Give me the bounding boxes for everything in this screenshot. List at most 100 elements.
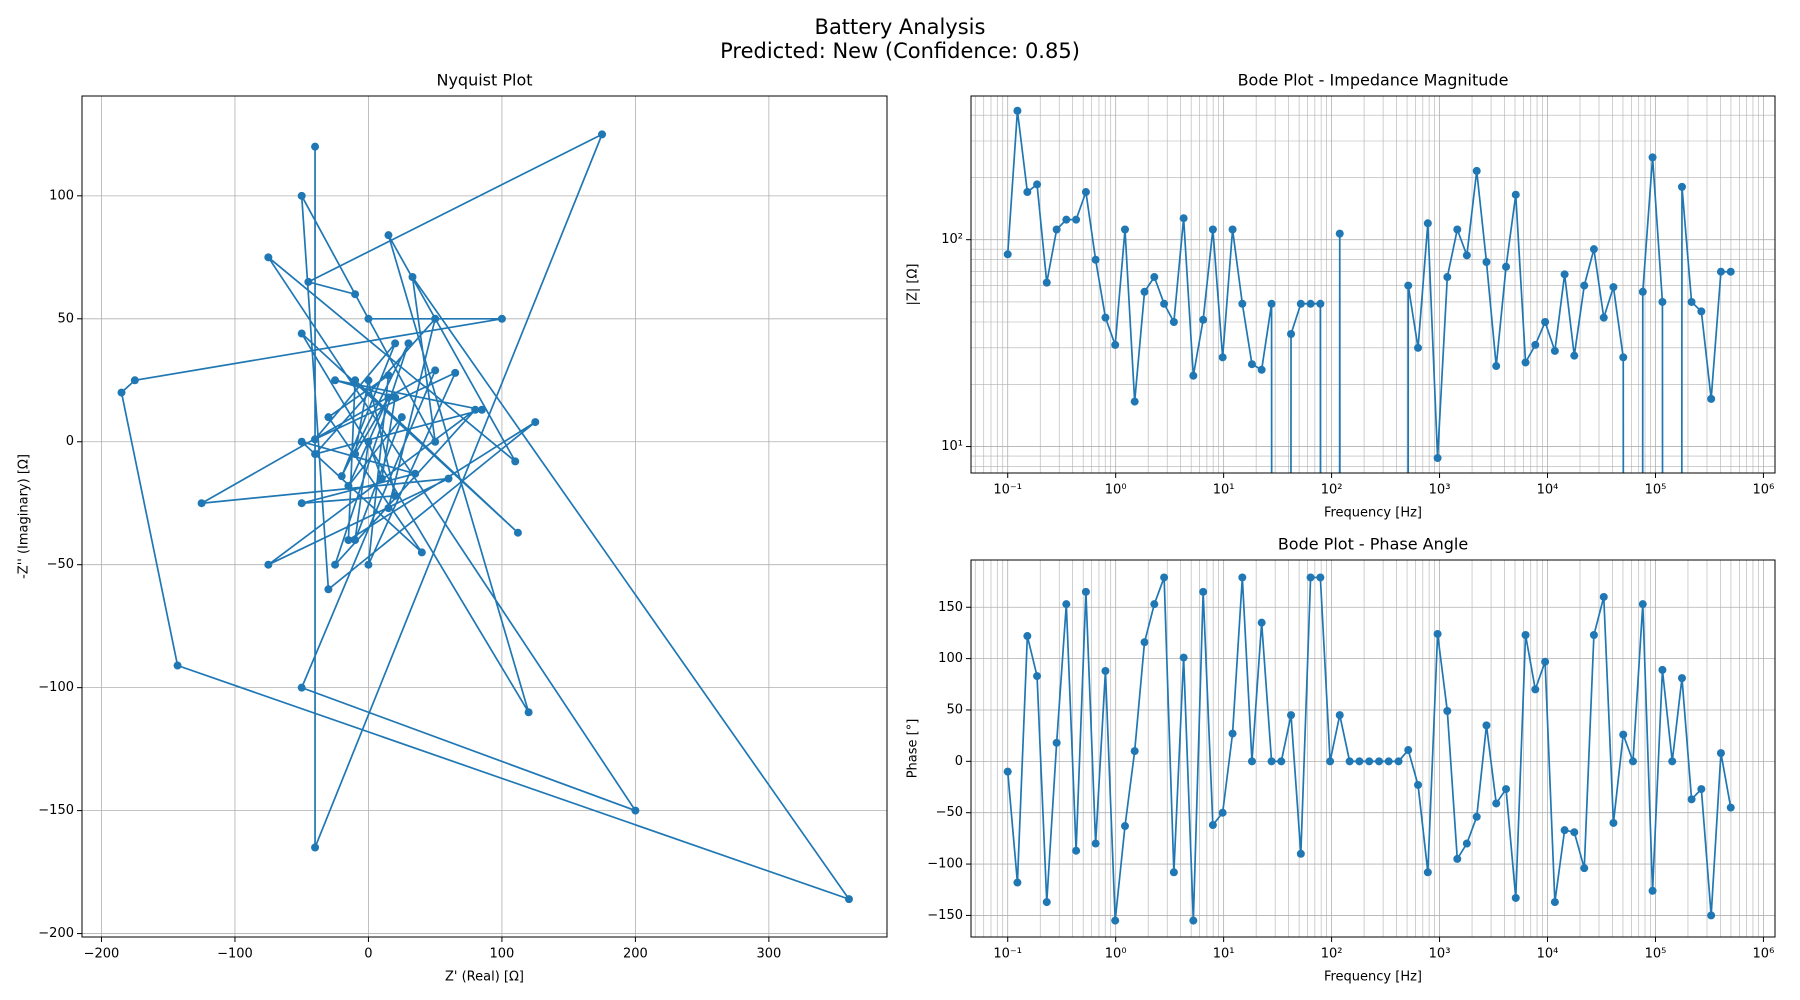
- y-tick-label: 50: [57, 311, 74, 326]
- data-point: [1179, 653, 1188, 662]
- data-point: [1267, 299, 1276, 308]
- data-point: [1414, 343, 1423, 352]
- x-tick-label: 10¹: [1213, 483, 1235, 498]
- data-point: [1287, 330, 1296, 339]
- data-point: [1462, 251, 1471, 260]
- data-point: [1414, 780, 1423, 789]
- data-point: [384, 504, 393, 513]
- data-point: [364, 376, 373, 385]
- grid: [971, 96, 1775, 473]
- x-tick-label: 10⁴: [1537, 947, 1559, 962]
- data-point: [1453, 854, 1462, 863]
- data-point: [1081, 188, 1090, 197]
- data-point: [1052, 225, 1061, 234]
- data-point: [1462, 839, 1471, 848]
- data-point: [524, 708, 533, 717]
- x-tick-label: 200: [623, 947, 648, 962]
- data-point: [1208, 821, 1217, 830]
- x-tick-label: 300: [756, 947, 781, 962]
- data-point: [1140, 638, 1149, 647]
- data-point: [1638, 287, 1647, 296]
- data-point: [331, 376, 340, 385]
- data-point: [304, 277, 313, 286]
- data-point: [1013, 106, 1022, 115]
- data-point: [397, 413, 406, 422]
- data-point: [311, 142, 320, 151]
- data-point: [1072, 846, 1081, 855]
- x-tick-label: 10⁵: [1645, 483, 1667, 498]
- data-point: [1589, 245, 1598, 254]
- data-point: [1091, 255, 1100, 264]
- data-point: [1511, 190, 1520, 199]
- data-point: [391, 339, 400, 348]
- data-point: [337, 472, 346, 481]
- data-point: [1042, 898, 1051, 907]
- data-point: [1179, 214, 1188, 223]
- data-point: [1228, 729, 1237, 738]
- data-point: [1345, 757, 1354, 766]
- data-point: [1580, 281, 1589, 290]
- data-point: [1375, 757, 1384, 766]
- data-point: [1716, 267, 1725, 276]
- x-tick-label: 10⁶: [1753, 947, 1775, 962]
- data-point: [1228, 225, 1237, 234]
- data-point: [1189, 916, 1198, 925]
- data-point: [1120, 822, 1129, 831]
- data-point: [1687, 795, 1696, 804]
- data-point: [1560, 270, 1569, 279]
- y-tick-label: 10¹: [941, 439, 963, 454]
- data-point: [1326, 757, 1335, 766]
- data-point: [331, 560, 340, 569]
- y-tick-label: 0: [66, 434, 74, 449]
- data-point: [1013, 878, 1022, 887]
- data-point: [1023, 188, 1032, 197]
- data-point: [1707, 394, 1716, 403]
- data-point: [324, 413, 333, 422]
- grid: [82, 96, 887, 937]
- data-point: [511, 457, 520, 466]
- figure-title: Battery Analysis: [815, 15, 986, 39]
- data-point: [1541, 657, 1550, 666]
- y-axis-label: Phase [°]: [906, 719, 921, 779]
- series: [1003, 106, 1735, 473]
- axes-title: Bode Plot - Impedance Magnitude: [1238, 71, 1509, 90]
- data-point: [1550, 898, 1559, 907]
- x-tick-label: 10³: [1429, 483, 1451, 498]
- data-point: [1531, 685, 1540, 694]
- data-point: [1033, 180, 1042, 189]
- data-point: [1560, 826, 1569, 835]
- data-point: [1726, 803, 1735, 812]
- data-point: [297, 499, 306, 508]
- data-point: [297, 437, 306, 446]
- series: [1003, 573, 1735, 925]
- data-point: [297, 191, 306, 200]
- y-tick-label: 100: [49, 188, 74, 203]
- y-tick-label: 150: [938, 600, 963, 615]
- data-point: [1316, 299, 1325, 308]
- data-point: [1150, 600, 1159, 609]
- y-tick-label: 100: [938, 651, 963, 666]
- data-point: [1423, 219, 1432, 228]
- data-point: [1541, 318, 1550, 327]
- data-point: [264, 253, 273, 262]
- data-point: [1716, 749, 1725, 758]
- data-point: [1257, 618, 1266, 627]
- x-axis-label: Frequency [Hz]: [1324, 970, 1422, 985]
- data-point: [351, 536, 360, 545]
- data-point: [1492, 362, 1501, 371]
- data-point: [631, 806, 640, 815]
- data-point: [1042, 278, 1051, 287]
- data-point: [344, 536, 353, 545]
- x-tick-label: −100: [217, 947, 253, 962]
- data-point: [1531, 340, 1540, 349]
- data-point: [297, 329, 306, 338]
- data-line: [1006, 110, 1731, 473]
- data-point: [404, 339, 413, 348]
- data-point: [1687, 297, 1696, 306]
- data-point: [844, 895, 853, 904]
- series: [117, 130, 853, 904]
- x-tick-label: 10²: [1321, 947, 1343, 962]
- data-point: [1394, 757, 1403, 766]
- data-point: [1247, 360, 1256, 369]
- data-point: [197, 499, 206, 508]
